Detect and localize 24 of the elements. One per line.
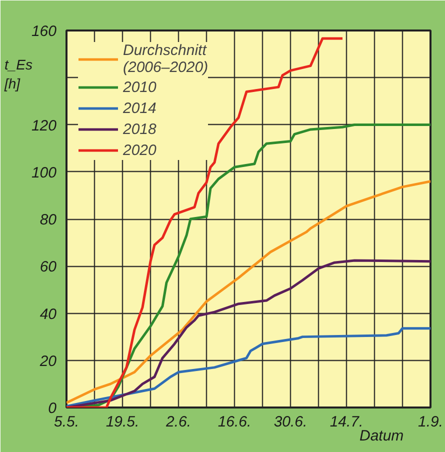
line-series	[66, 259, 430, 408]
legend-label: 2014	[123, 99, 156, 117]
x-tick-label: 19.5.	[106, 414, 140, 430]
x-tick-label: 30.6.	[274, 414, 308, 430]
y-tick-label: 100	[31, 164, 58, 182]
x-tick-label: 16.6.	[218, 414, 252, 430]
y-tick-label: 160	[31, 23, 58, 40]
x-tick-label: 2.6.	[164, 414, 192, 430]
line-series	[66, 37, 344, 408]
x-axis-title: Datum	[360, 428, 404, 444]
y-tick-label: 80	[40, 212, 58, 228]
y-axis-title: t_Es [h]	[4, 56, 33, 92]
line-series	[66, 180, 430, 404]
legend-label: 2010	[123, 78, 156, 96]
legend-label: Durchschnitt (2006–2020)	[123, 42, 208, 76]
y-tick-label: 20	[38, 352, 58, 370]
x-tick-label: 14.7.	[330, 414, 364, 430]
legend-label: 2018	[123, 120, 156, 138]
y-tick-label: 40	[40, 306, 58, 323]
line-series	[66, 327, 430, 408]
y-tick-label: 60	[40, 258, 58, 276]
y-tick-label: 120	[31, 117, 58, 134]
x-tick-label: 1.9.	[418, 414, 444, 430]
legend-label: 2020	[123, 141, 156, 159]
